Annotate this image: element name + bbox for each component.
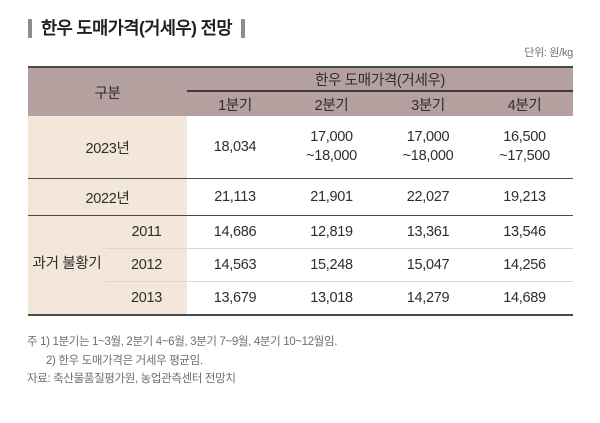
table-header: 구분 한우 도매가격(거세우) 1분기 2분기 3분기 4분기 [28, 67, 574, 116]
header-quarter-2: 2분기 [283, 91, 380, 116]
cell-2022-q4: 19,213 [476, 178, 574, 216]
unit-label: 단위: 원/kg [524, 47, 573, 59]
table-row: 2012 14,563 15,248 15,047 14,256 [28, 248, 574, 282]
cell-2011-q3: 13,361 [380, 215, 476, 249]
title-text: 한우 도매가격(거세우) 전망 [41, 18, 232, 38]
footnote-1: 주 1) 1분기는 1~3월, 2분기 4~6월, 3분기 7~9월, 4분기 … [27, 336, 338, 348]
row-label-2011: 2011 [106, 215, 187, 249]
cell-2012-q4: 14,256 [476, 248, 574, 282]
cell-2022-q1: 21,113 [187, 178, 283, 216]
source-line: 자료: 축산물품질평가원, 농업관측센터 전망치 [27, 373, 236, 386]
cell-2011-q2: 12,819 [283, 215, 380, 249]
title-bar-left-icon [28, 18, 32, 38]
row-label-2022: 2022년 [28, 178, 187, 216]
header-price-span: 한우 도매가격(거세우) [187, 67, 574, 92]
cell-2022-q3: 22,027 [380, 178, 476, 216]
row-label-2013: 2013 [106, 281, 187, 315]
cell-2023-q2: 17,000 ~18,000 [283, 116, 380, 179]
cell-2023-q3: 17,000 ~18,000 [380, 116, 476, 179]
header-gubun: 구분 [28, 67, 187, 116]
cell-2022-q2: 21,901 [283, 178, 380, 216]
data-table-wrapper: 구분 한우 도매가격(거세우) 1분기 2분기 3분기 4분기 2023년 18… [28, 66, 574, 316]
header-quarter-3: 3분기 [380, 91, 476, 116]
cell-2011-q4: 13,546 [476, 215, 574, 249]
cell-2013-q4: 14,689 [476, 281, 574, 315]
page-title: 한우 도매가격(거세우) 전망 [28, 16, 245, 40]
cell-2012-q3: 15,047 [380, 248, 476, 282]
cell-2013-q1: 13,679 [187, 281, 283, 315]
table-body: 2023년 18,034 17,000 ~18,000 17,000 ~18,0… [28, 116, 574, 315]
cell-2012-q2: 15,248 [283, 248, 380, 282]
table-row: 2013 13,679 13,018 14,279 14,689 [28, 281, 574, 315]
header-quarter-1: 1분기 [187, 91, 283, 116]
title-bar-right-icon [240, 18, 245, 38]
footnotes: 주 1) 1분기는 1~3월, 2분기 4~6월, 3분기 7~9월, 4분기 … [27, 333, 572, 389]
cell-2013-q3: 14,279 [380, 281, 476, 315]
table-row: 과거 불황기 2011 14,686 12,819 13,361 13,546 [28, 215, 574, 315]
wholesale-price-table: 구분 한우 도매가격(거세우) 1분기 2분기 3분기 4분기 2023년 18… [28, 66, 574, 316]
cell-2012-q1: 14,563 [187, 248, 283, 282]
header-row-quarters: 1분기 2분기 3분기 4분기 [28, 91, 574, 116]
cell-2023-q1: 18,034 [187, 116, 283, 179]
table-row: 2023년 18,034 17,000 ~18,000 17,000 ~18,0… [28, 116, 574, 179]
row-group-label-past-recession: 과거 불황기 [28, 215, 106, 315]
header-quarter-4: 4분기 [476, 91, 574, 116]
cell-2013-q2: 13,018 [283, 281, 380, 315]
table-row: 2022년 21,113 21,901 22,027 19,213 [28, 178, 574, 216]
cell-2023-q4: 16,500 ~17,500 [476, 116, 574, 179]
row-label-2023: 2023년 [28, 116, 187, 179]
row-label-2012: 2012 [106, 248, 187, 282]
header-row-top: 구분 한우 도매가격(거세우) [28, 67, 574, 116]
footnote-2: 2) 한우 도매가격은 거세우 평균임. [46, 354, 203, 367]
cell-2011-q1: 14,686 [187, 215, 283, 249]
